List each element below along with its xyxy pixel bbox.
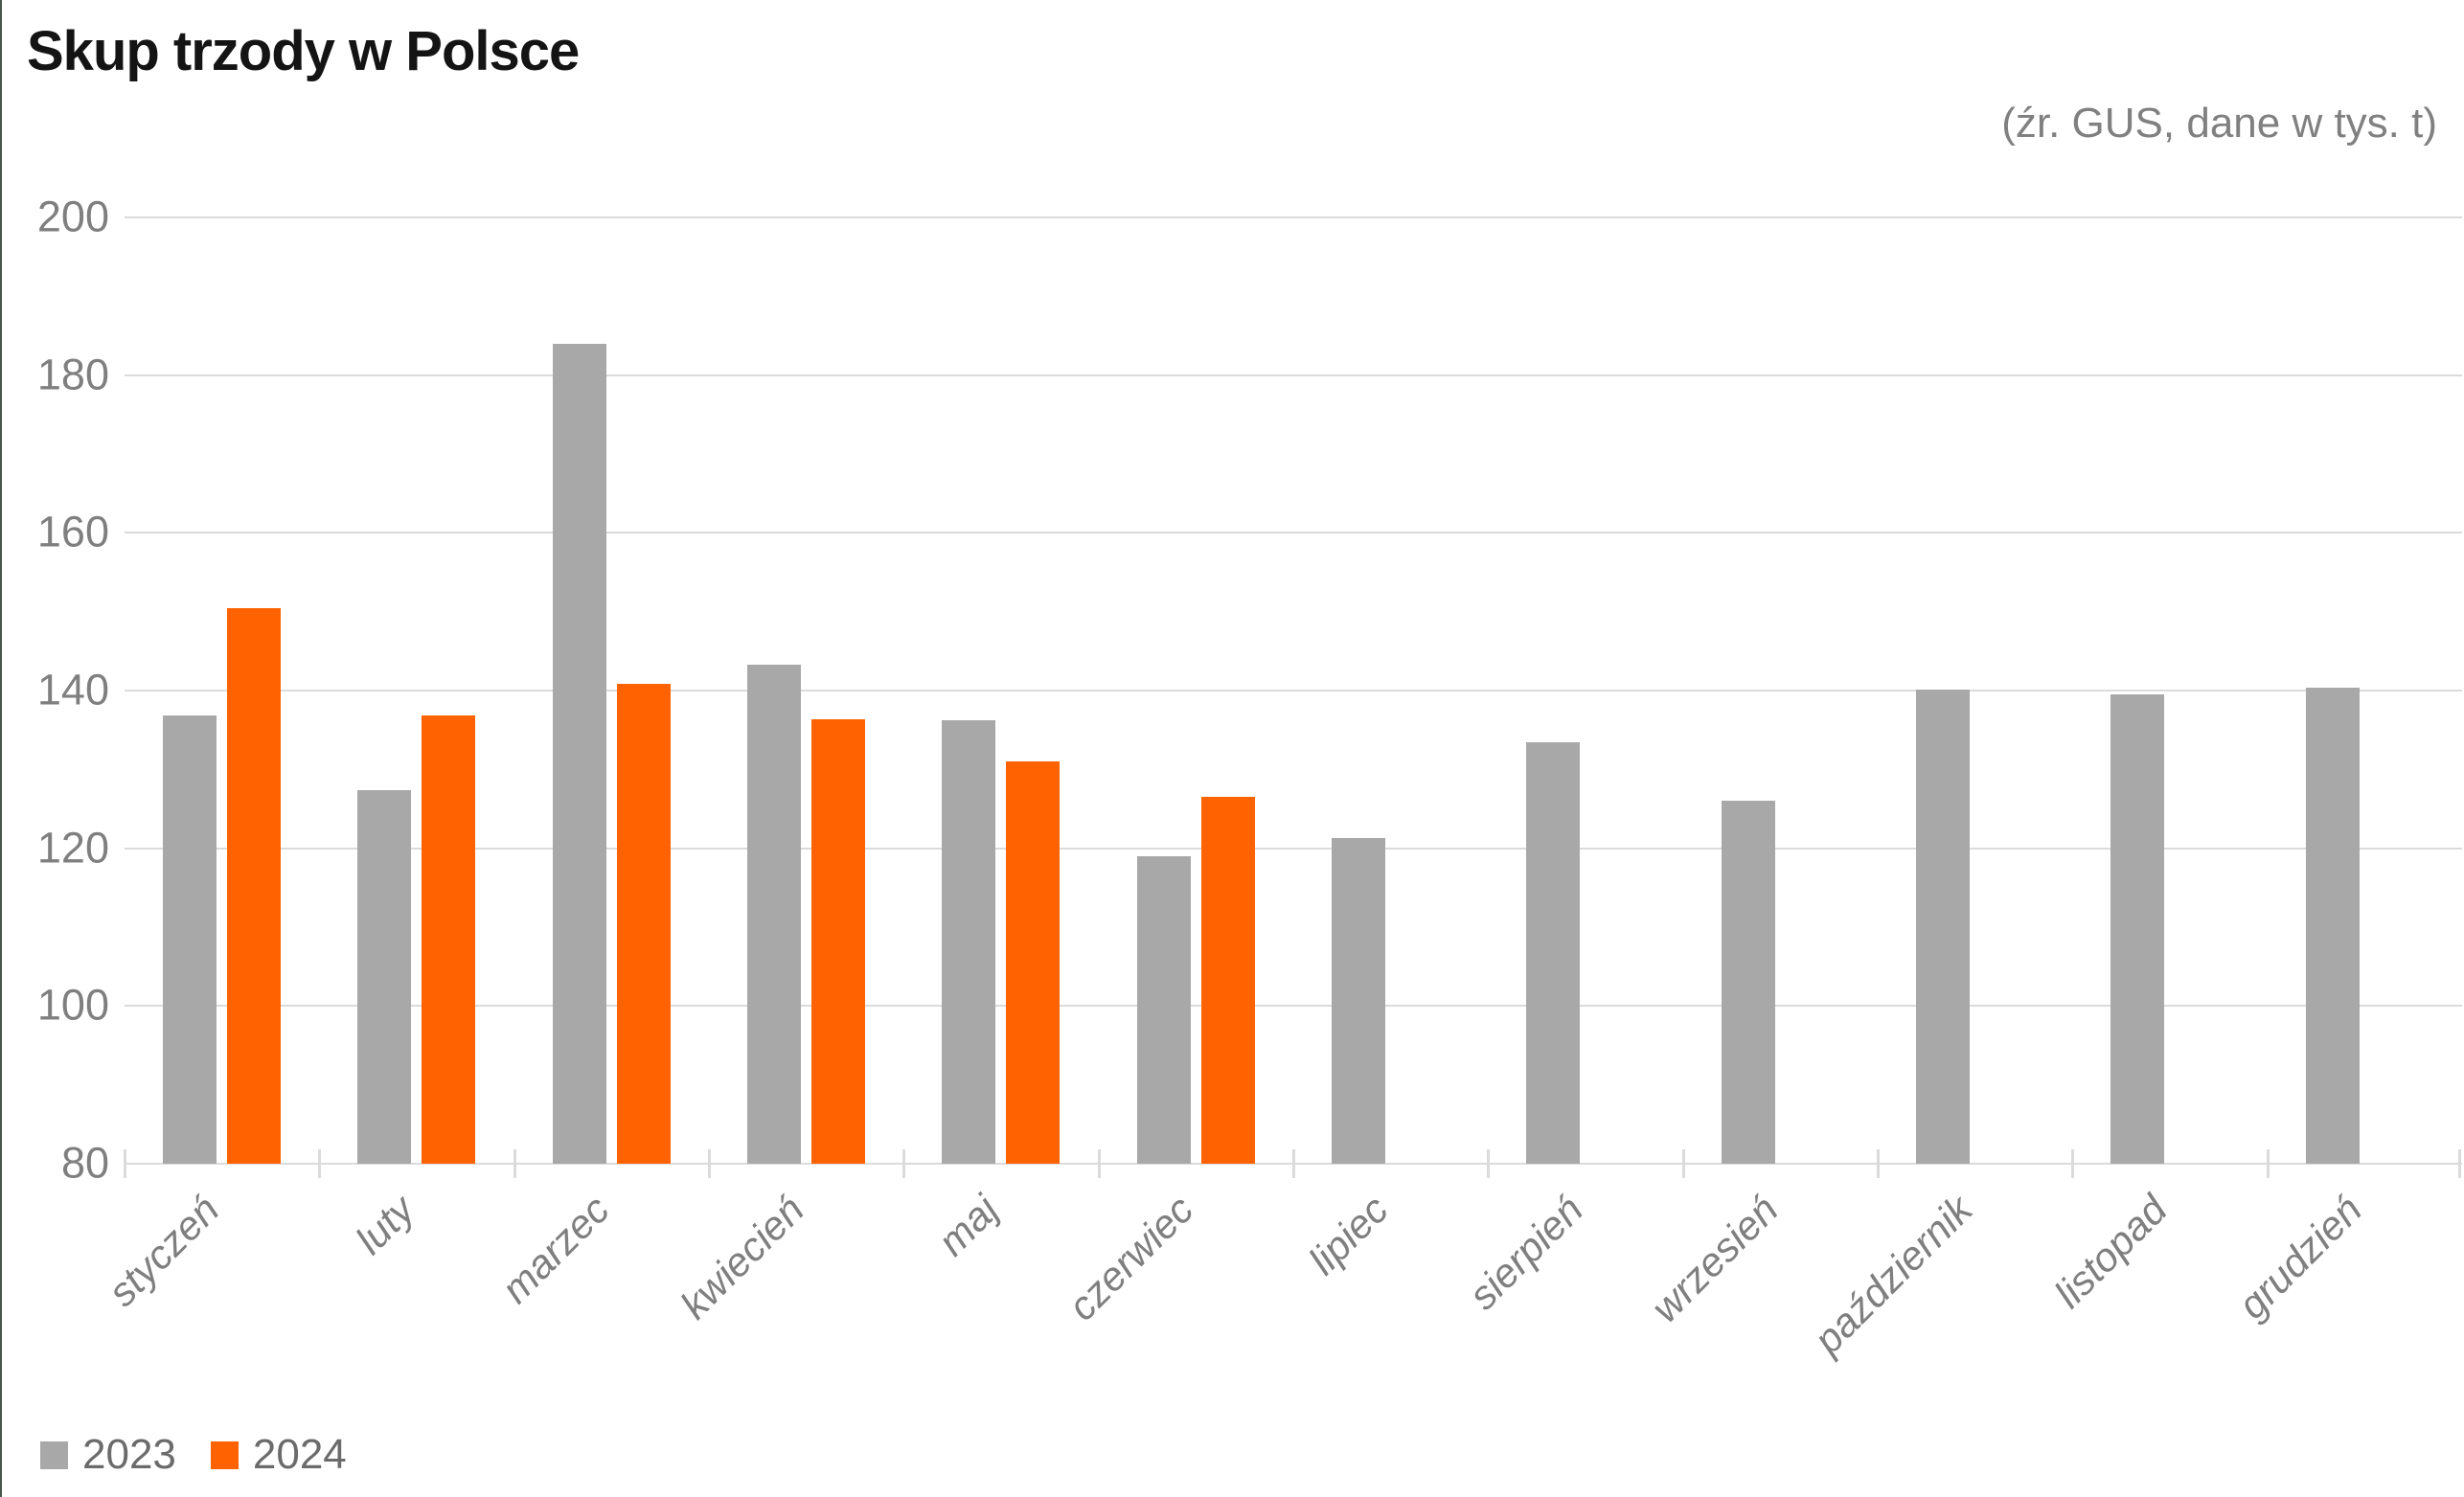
y-axis-label-200: 200 [36,192,109,241]
gridline-120 [125,847,2462,850]
y-axis-label-120: 120 [36,823,109,873]
bar-2023-styczeń [163,714,217,1164]
bar-2023-kwiecień [747,664,802,1164]
legend-item-2024: 2024 [210,1431,347,1479]
legend-item-2023: 2023 [40,1431,176,1479]
x-axis-label-grudzień: grudzień [2229,1186,2371,1328]
bar-2023-wrzesień [1721,801,1775,1164]
x-axis-label-lipiec: lipiec [1299,1186,1397,1283]
bar-2024-maj [1006,761,1061,1164]
x-axis-label-kwiecień: kwiecień [671,1186,812,1328]
gridline-200 [125,216,2462,218]
bar-group-październik [1878,217,2072,1164]
x-axis-tick [708,1149,711,1178]
y-axis-label-100: 100 [36,980,109,1030]
bar-group-maj [903,217,1098,1164]
bar-2023-czerwiec [1136,855,1191,1164]
bar-group-lipiec [1293,217,1488,1164]
bar-group-sierpień [1488,217,1682,1164]
bar-group-grudzień [2268,217,2462,1164]
x-axis-tick [902,1149,906,1178]
x-axis-tick [2071,1149,2075,1178]
y-axis-label-140: 140 [36,665,109,714]
bar-2024-czerwiec [1200,797,1255,1164]
bar-2024-marzec [616,684,671,1164]
x-axis-label-marzec: marzec [491,1186,618,1312]
bar-2023-listopad [2110,694,2165,1164]
x-axis-label-luty: luty [346,1186,423,1263]
x-axis-tick [318,1149,322,1178]
legend-swatch-2024 [210,1440,239,1469]
x-axis-label-listopad: listopad [2045,1186,2177,1317]
gridline-140 [125,690,2462,692]
x-axis-tick [1292,1149,1295,1178]
gridline-180 [125,374,2462,376]
gridline-160 [125,532,2462,534]
bar-group-wrzesień [1683,217,1878,1164]
y-axis-label-80: 80 [60,1138,109,1188]
legend-swatch-2023 [40,1440,68,1469]
x-axis-tick [513,1149,516,1178]
y-axis-label-180: 180 [36,350,109,399]
bar-group-marzec [514,217,709,1164]
x-axis-label-sierpień: sierpień [1459,1186,1592,1319]
bar-group-kwiecień [709,217,903,1164]
chart-subtitle: (źr. GUS, dane w tys. t) [2001,100,2437,147]
bar-group-styczeń [125,217,319,1164]
x-axis-label-styczeń: styczeń [99,1186,228,1315]
plot-area: 80 100 120 140 160 180 200 styczeń luty marzec kwi… [37,195,2462,1362]
x-axis-label-wrzesień: wrzesień [1642,1186,1787,1331]
bar-2023-maj [942,720,996,1164]
bar-2024-kwiecień [811,719,866,1164]
x-axis-tick [2458,1149,2461,1178]
legend-label-2023: 2023 [82,1431,176,1478]
x-axis-tick [2266,1149,2270,1178]
bar-2023-marzec [552,343,606,1164]
x-axis-label-czerwiec: czerwiec [1059,1186,1202,1329]
gridline-100 [125,1005,2462,1008]
bar-2024-luty [422,714,476,1164]
bar-group-czerwiec [1099,217,1293,1164]
bar-2024-styczeń [227,608,282,1164]
x-axis-tick [1877,1149,1880,1178]
bar-group-listopad [2072,217,2267,1164]
x-axis-tick [1487,1149,1491,1178]
bar-2023-luty [357,789,412,1164]
x-axis-tick [1097,1149,1101,1178]
bar-2023-sierpień [1526,742,1581,1164]
left-edge-line [0,0,2,1497]
x-axis-tick [1681,1149,1685,1178]
y-axis-label-160: 160 [36,507,109,556]
x-axis-tick [124,1149,126,1178]
chart-title: Skup trzody w Polsce [27,20,580,82]
x-axis-label-maj: maj [929,1186,1008,1264]
bar-2023-październik [1916,690,1971,1164]
legend-label-2024: 2024 [252,1431,347,1478]
legend: 2023 2024 [40,1431,347,1479]
bar-group-luty [319,217,513,1164]
bar-2023-grudzień [2305,687,2360,1164]
x-axis-label-październik: październik [1805,1186,1981,1363]
bar-2023-lipiec [1332,837,1386,1164]
